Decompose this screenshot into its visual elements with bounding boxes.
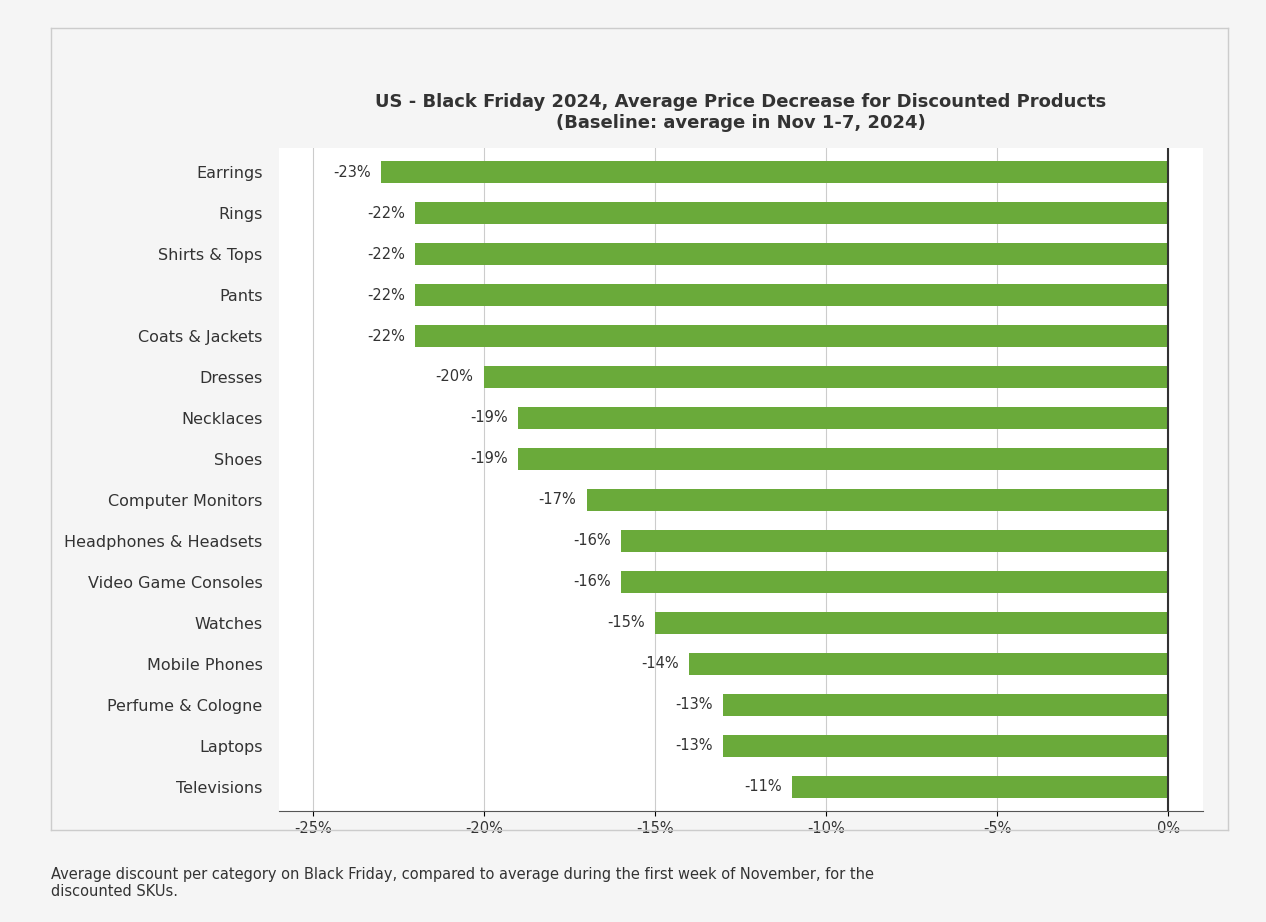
Text: -22%: -22% [367,206,405,220]
Bar [689,653,1169,675]
Text: -19%: -19% [470,410,508,425]
Bar [620,529,1169,552]
Bar [415,284,1169,306]
Text: -23%: -23% [333,165,371,180]
Bar [415,242,1169,266]
Bar [381,160,1169,183]
Bar [723,693,1169,716]
Text: -20%: -20% [436,370,473,384]
Bar [586,489,1169,511]
Text: -13%: -13% [676,739,713,753]
Bar [518,448,1169,470]
Bar [793,775,1169,798]
Text: -22%: -22% [367,288,405,302]
Text: -13%: -13% [676,697,713,713]
Text: -14%: -14% [642,656,679,671]
Text: -17%: -17% [538,492,576,507]
Title: US - Black Friday 2024, Average Price Decrease for Discounted Products
(Baseline: US - Black Friday 2024, Average Price De… [375,93,1106,132]
Bar [518,407,1169,430]
Text: -22%: -22% [367,246,405,262]
Text: -19%: -19% [470,452,508,467]
Text: -15%: -15% [608,615,644,631]
Text: Average discount per category on Black Friday, compared to average during the fi: Average discount per category on Black F… [51,867,874,899]
Text: -22%: -22% [367,328,405,344]
Bar [415,325,1169,348]
Bar [655,611,1169,634]
Bar [484,366,1169,388]
Text: -16%: -16% [573,574,610,589]
Bar [415,202,1169,224]
Text: -16%: -16% [573,534,610,549]
Bar [723,735,1169,757]
Bar [620,571,1169,593]
Text: -11%: -11% [744,779,781,794]
